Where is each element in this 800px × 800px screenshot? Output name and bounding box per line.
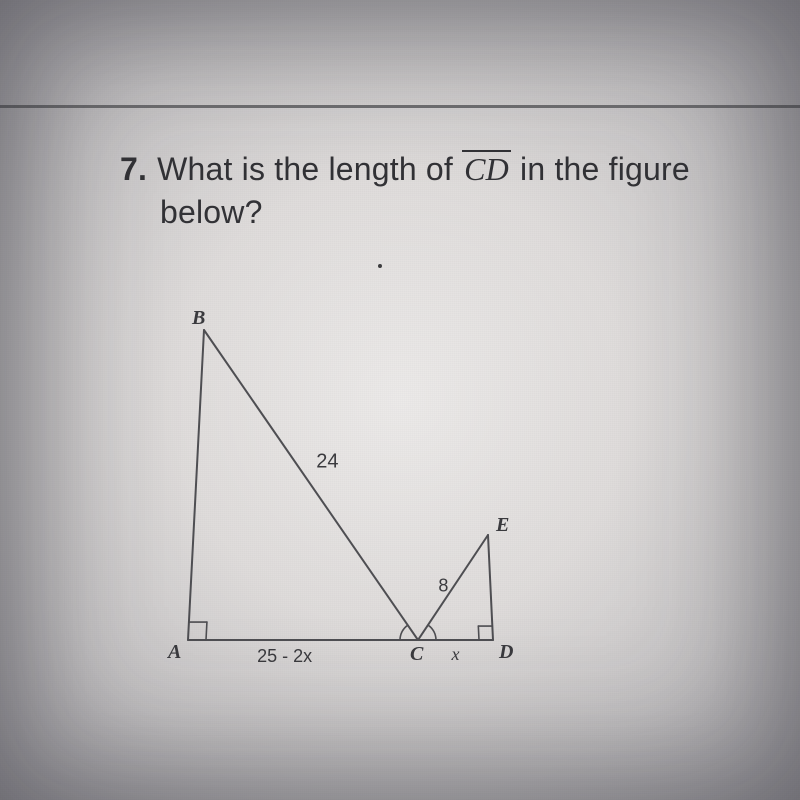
svg-text:A: A: [166, 641, 181, 663]
question-line1-pre: What is the length of: [157, 151, 462, 187]
horizontal-rule: [0, 105, 800, 108]
stray-mark: [378, 264, 382, 268]
question-line2: below?: [160, 191, 740, 234]
question-number: 7.: [120, 151, 147, 187]
svg-text:B: B: [191, 310, 205, 329]
svg-text:x: x: [451, 644, 460, 664]
svg-text:D: D: [498, 641, 513, 663]
segment-CD: CD: [462, 148, 511, 191]
svg-text:E: E: [495, 514, 509, 536]
svg-text:8: 8: [438, 575, 448, 595]
svg-text:24: 24: [316, 451, 338, 473]
question-text: 7. What is the length of CD in the figure…: [120, 148, 740, 234]
geometry-figure: 24 8 25 - 2x x A B C D E: [158, 310, 638, 710]
svg-text:C: C: [410, 643, 424, 665]
svg-text:25 - 2x: 25 - 2x: [257, 646, 312, 666]
question-line1-post: in the figure: [511, 151, 690, 187]
